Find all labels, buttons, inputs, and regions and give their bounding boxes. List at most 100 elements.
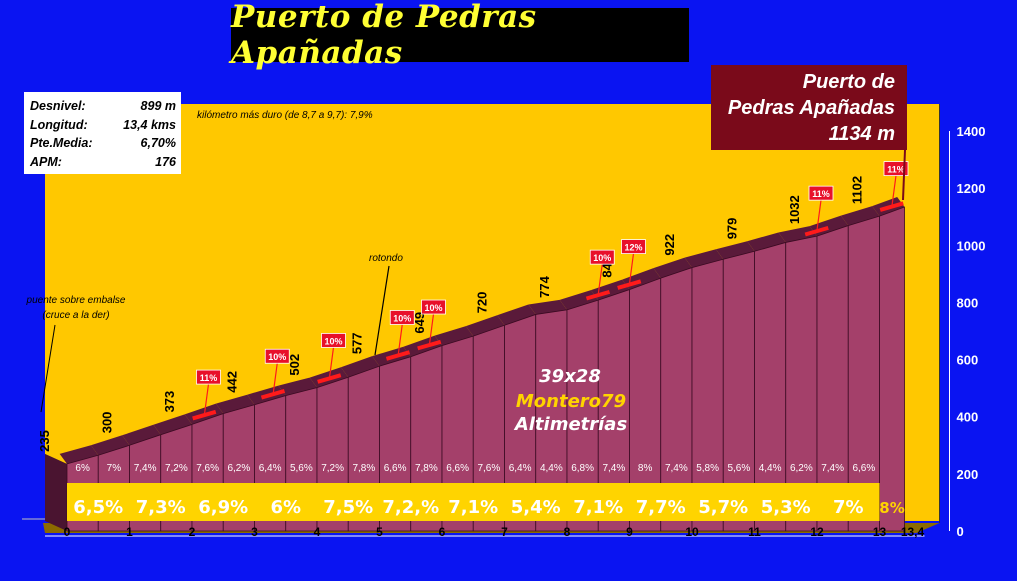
- km-grade-label: 7,1%: [448, 497, 498, 518]
- roundabout-pointer: [374, 265, 390, 356]
- steep-callout-box: [421, 299, 446, 315]
- km-grade-label: 5,4%: [511, 497, 561, 518]
- stats-box: Desnivel: 899 m Longitud: 13,4 kms Pte.M…: [24, 92, 181, 174]
- steep-callout-box: [321, 333, 346, 348]
- brand-label: Altimetrías: [514, 414, 628, 435]
- x-tick-label: 3: [251, 525, 258, 539]
- steep-callout-box: [264, 348, 290, 364]
- steep-segment-marker: [879, 201, 904, 212]
- profile-top-face: [465, 315, 505, 337]
- stat-value: 176: [155, 154, 176, 169]
- half-km-grade-label: 6,8%: [571, 463, 594, 474]
- steep-callout-box: [589, 249, 615, 265]
- y-tick-label: 0: [957, 524, 964, 539]
- profile-segment: [879, 206, 905, 532]
- steep-segment-marker: [385, 350, 411, 361]
- y-tick-label: 600: [957, 353, 979, 368]
- x-tick-label: 5: [376, 525, 383, 539]
- km-altitude-label: 1102: [850, 176, 865, 204]
- profile-top-face: [778, 226, 817, 243]
- steep-grade-label: 10%: [268, 352, 286, 362]
- profile-top-face: [684, 249, 724, 268]
- steep-callout-line: [891, 175, 897, 206]
- x-tick-label: 9: [626, 525, 633, 539]
- author-label: Montero79: [515, 391, 627, 412]
- x-tick-label: 4: [314, 525, 321, 539]
- steep-segment-marker: [317, 373, 342, 384]
- steep-callout-line: [428, 313, 435, 345]
- half-km-grade-label: 6,4%: [259, 463, 282, 474]
- km-grade-label: 7,7%: [636, 497, 686, 518]
- km-grade-label: 7%: [833, 497, 864, 518]
- steep-callout-line: [272, 363, 278, 394]
- stat-row-desnivel: Desnivel: 899 m: [30, 97, 176, 116]
- km-altitude-label: 442: [225, 371, 240, 393]
- hardest-km-note: kilómetro más duro (de 8,7 a 9,7): 7,9%: [197, 110, 373, 121]
- steep-grade-label: 10%: [424, 303, 442, 313]
- steep-grade-label: 11%: [812, 189, 830, 199]
- summit-box: Puerto de Pedras Apañadas 1134 m: [711, 65, 907, 150]
- summit-altitude: 1134 m: [828, 123, 895, 145]
- stat-label: APM:: [30, 154, 62, 169]
- half-km-grade-label: 8%: [638, 463, 653, 474]
- steep-callout-box: [621, 239, 646, 254]
- steep-grade-label: 11%: [200, 373, 218, 383]
- half-km-grade-label: 4,4%: [759, 463, 782, 474]
- km-grade-label: 8%: [879, 499, 904, 517]
- stat-label: Desnivel:: [30, 99, 86, 113]
- half-km-grade-label: 7,6%: [196, 463, 219, 474]
- half-km-grade-label: 5,6%: [290, 463, 313, 474]
- steep-grade-label: 11%: [887, 165, 905, 175]
- y-tick-label: 1200: [957, 181, 986, 196]
- profile-top-face: [153, 414, 192, 435]
- x-tick-label: 13,4: [901, 525, 925, 539]
- km-altitude-label: 979: [725, 218, 740, 240]
- half-km-grade-label: 4,4%: [540, 463, 563, 474]
- x-tick-label: 1: [126, 525, 133, 539]
- steep-callout-line: [597, 264, 603, 295]
- steep-grade-label: 10%: [593, 253, 611, 263]
- stat-label: Pte.Media:: [30, 136, 93, 150]
- half-km-grade-label: 5,8%: [696, 463, 719, 474]
- half-km-grade-label: 6,6%: [852, 463, 875, 474]
- km-grade-label: 5,7%: [698, 497, 748, 518]
- stat-value: 13,4 kms: [123, 117, 176, 132]
- steep-segment-marker: [260, 389, 286, 400]
- profile-top-face: [497, 304, 536, 326]
- steep-callout-line: [816, 200, 822, 231]
- y-tick-label: 400: [957, 410, 979, 425]
- km-grade-label: 7,5%: [323, 497, 373, 518]
- summit-line-2: Pedras Apañadas: [727, 97, 895, 119]
- km-grade-label: 6,5%: [73, 497, 123, 518]
- y-tick-label: 1000: [957, 238, 986, 253]
- km-grade-label: 6%: [270, 497, 301, 518]
- steep-grade-label: 10%: [324, 336, 342, 346]
- profile-top-face: [528, 299, 567, 315]
- profile-top-face: [59, 445, 99, 464]
- steep-grade-label: 12%: [624, 243, 642, 253]
- steep-segment-marker: [585, 289, 611, 301]
- km-altitude-label: 235: [37, 430, 52, 452]
- reservoir-note-line-2: (cruce a la der): [42, 310, 110, 321]
- steep-callout-line: [397, 324, 403, 355]
- half-km-grade-label: 6,6%: [384, 463, 407, 474]
- steep-grade-label: 10%: [393, 313, 411, 323]
- half-km-grade-label: 6,2%: [227, 463, 250, 474]
- stat-row-apm: APM: 176: [30, 153, 176, 172]
- half-km-grade-label: 7,4%: [665, 463, 688, 474]
- km-grade-label: 5,3%: [761, 497, 811, 518]
- steep-callout-box: [808, 185, 834, 201]
- steep-segment-marker: [417, 339, 442, 351]
- stat-label: Longitud:: [30, 117, 88, 132]
- y-tick-label: 800: [957, 295, 979, 310]
- steep-callout-box: [196, 369, 221, 385]
- stat-value: 899 m: [140, 99, 176, 113]
- km-altitude-label: 373: [162, 391, 177, 413]
- chart-title: Puerto de Pedras Apañadas: [231, 0, 537, 71]
- km-altitude-label: 300: [100, 412, 115, 434]
- half-km-grade-label: 7%: [107, 463, 122, 474]
- steep-callout-line: [203, 384, 210, 415]
- profile-top-face: [278, 377, 317, 396]
- x-tick-label: 12: [810, 525, 824, 539]
